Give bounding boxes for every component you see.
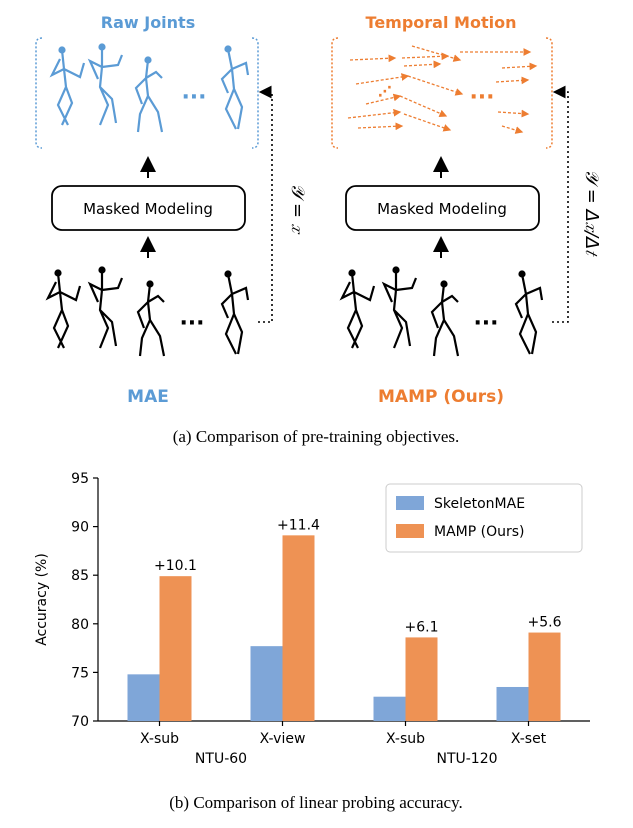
raw-joints-title: Raw Joints [101,13,195,32]
mamp-target-feedback-line [552,85,569,323]
legend-swatch [396,524,424,538]
mae-input-ellipsis: ··· [179,311,204,336]
bar-mamp [528,632,561,721]
bar-skeletonmae [127,674,160,721]
left-bracket-open [35,37,43,149]
mamp-masked-modeling-box [345,185,540,231]
y-axis-label: Accuracy (%) [34,553,50,646]
legend-label: MAMP (Ours) [434,524,525,540]
y-tick-label: 75 [71,665,89,681]
x-tick-label: X-sub [386,731,425,747]
raw-joints-skeletons [50,43,250,134]
y-tick-label: 90 [71,520,89,536]
bar-mamp [282,535,315,721]
y-tick-label: 85 [71,568,89,584]
motion-ellipsis-left: ⋰ [378,84,392,100]
accuracy-bar-chart: 70 75 80 85 90 95 Accuracy (%) +10.1 X-sub +11.4 X… [34,471,590,767]
y-tick-label: 95 [71,471,89,487]
mae-column: Raw Joints ··· Masked Modeling ··· [35,13,308,407]
right-bracket-open [331,37,339,149]
bar-skeletonmae [250,646,283,721]
mae-masked-modeling-box [51,185,246,231]
bar-mamp [159,576,192,721]
y-tick-label: 70 [71,714,89,730]
gain-annotation: +6.1 [405,619,439,635]
temporal-motion-title: Temporal Motion [366,13,517,32]
legend-label: SkeletonMAE [434,496,525,512]
panel-a: Raw Joints ··· Masked Modeling ··· [35,13,602,446]
group-label: NTU-120 [436,751,497,767]
x-tick-label: X-sub [140,731,179,747]
bar-skeletonmae [496,686,529,721]
x-tick-label: X-set [511,731,547,747]
mamp-column: Temporal Motion ⋰ [331,13,602,407]
mamp-method-label: MAMP (Ours) [378,387,504,407]
right-bracket-close [545,37,553,149]
motion-ellipsis: ··· [469,85,494,110]
gain-annotation: +5.6 [528,615,562,631]
mae-input-skeletons [46,266,250,358]
x-tick-label: X-view [260,731,306,747]
raw-joints-ellipsis: ··· [181,85,206,110]
mamp-target-equation: 𝒴 = Δ𝑥/Δ𝑡 [581,169,602,257]
left-bracket-close [251,37,259,149]
panel-b-caption: (b) Comparison of linear probing accurac… [169,793,462,812]
bar-mamp [405,637,438,721]
mae-method-label: MAE [127,387,169,407]
y-tick-label: 80 [71,617,89,633]
mae-masked-modeling-label: Masked Modeling [83,200,213,218]
panel-a-caption: (a) Comparison of pre-training objective… [173,427,460,446]
motion-vectors [347,45,538,134]
mamp-input-ellipsis: ··· [473,311,498,336]
group-label: NTU-60 [195,751,247,767]
mamp-masked-modeling-label: Masked Modeling [377,200,507,218]
gain-annotation: +10.1 [154,558,197,574]
mae-target-feedback-line [258,85,273,323]
legend-swatch [396,496,424,510]
mamp-input-skeletons [340,266,544,358]
gain-annotation: +11.4 [277,517,320,533]
bar-skeletonmae [373,696,406,721]
legend-box [385,483,583,553]
mae-target-equation: 𝒴 = 𝑥 [287,183,308,235]
